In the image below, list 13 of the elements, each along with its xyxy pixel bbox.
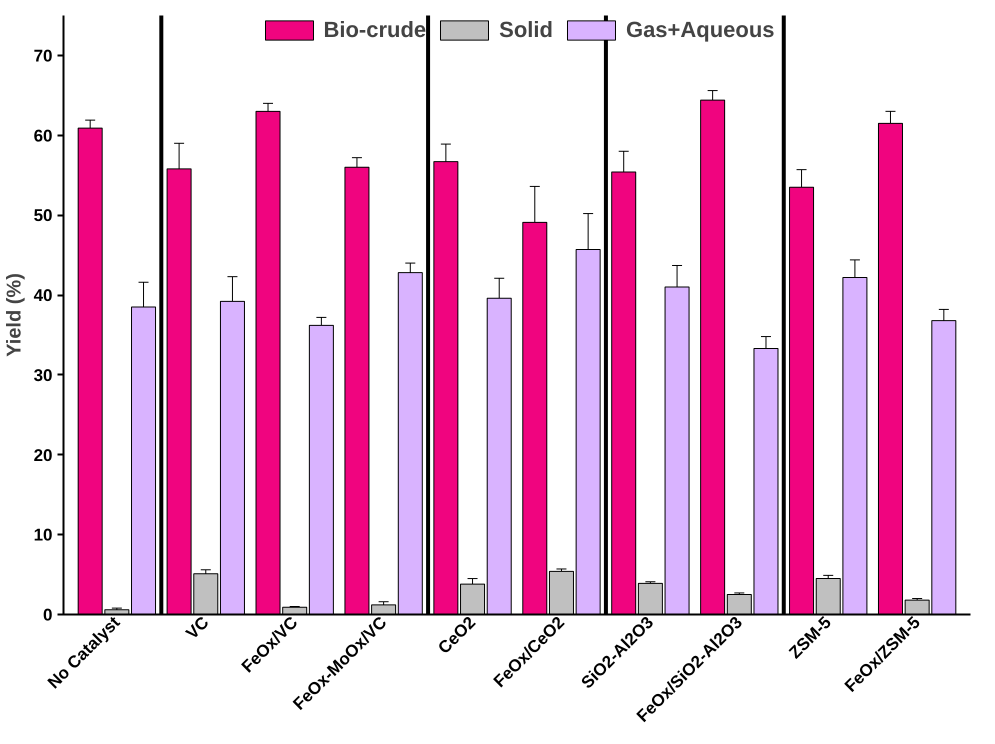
y-tick-label: 50 xyxy=(34,206,53,226)
y-tick-label: 30 xyxy=(34,366,53,385)
legend-label: Bio-crude xyxy=(323,17,426,43)
y-axis-title: Yield (%) xyxy=(4,273,26,357)
y-tick-label: 10 xyxy=(34,526,53,545)
y-tick-label: 70 xyxy=(34,46,53,66)
legend-label: Gas+Aqueous xyxy=(626,17,775,43)
y-tick-label: 0 xyxy=(43,606,53,624)
legend-label: Solid xyxy=(499,17,553,43)
y-tick-label: 20 xyxy=(34,446,53,465)
x-tick-label: VC xyxy=(182,612,212,643)
y-tick-label: 40 xyxy=(34,286,53,306)
y-tick-label: 60 xyxy=(34,126,53,146)
